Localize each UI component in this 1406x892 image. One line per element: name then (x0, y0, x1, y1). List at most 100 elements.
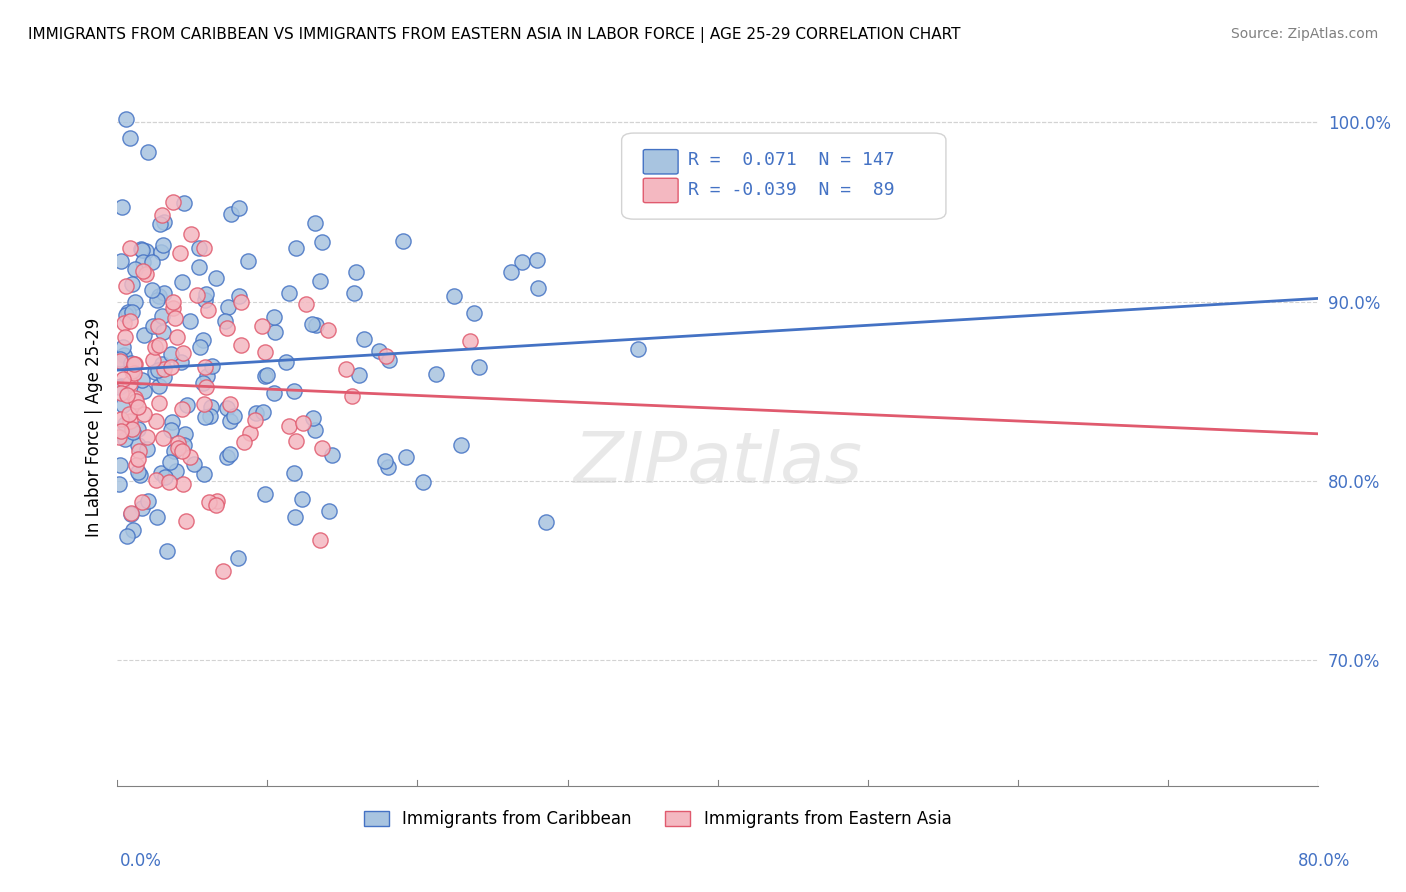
Immigrants from Eastern Asia (124, 357, 146, 371)
Immigrants from Eastern Asia (375, 349, 398, 363)
Immigrants from Eastern Asia (162, 294, 184, 309)
Immigrants from Caribbean (378, 353, 401, 368)
Immigrants from Caribbean (527, 280, 550, 294)
Immigrants from Eastern Asia (179, 450, 201, 464)
Immigrants from Eastern Asia (118, 414, 141, 428)
Immigrants from Caribbean (176, 398, 198, 412)
Immigrants from Caribbean (152, 325, 174, 339)
Immigrants from Caribbean (304, 423, 326, 437)
Immigrants from Caribbean (191, 334, 214, 348)
Immigrants from Eastern Asia (152, 362, 174, 376)
Immigrants from Caribbean (179, 313, 201, 327)
Immigrants from Eastern Asia (215, 321, 238, 335)
Immigrants from Caribbean (228, 201, 250, 215)
Immigrants from Caribbean (121, 425, 143, 439)
Immigrants from Eastern Asia (112, 316, 135, 330)
Immigrants from Caribbean (117, 305, 139, 319)
Immigrants from Caribbean (194, 293, 217, 308)
Immigrants from Eastern Asia (110, 424, 132, 438)
Immigrants from Eastern Asia (128, 444, 150, 458)
Immigrants from Caribbean (172, 275, 194, 289)
Immigrants from Caribbean (159, 455, 181, 469)
Immigrants from Eastern Asia (135, 267, 157, 281)
Text: 80.0%: 80.0% (1298, 852, 1350, 870)
Immigrants from Eastern Asia (284, 434, 307, 449)
Immigrants from Eastern Asia (292, 417, 315, 431)
Immigrants from Eastern Asia (253, 345, 276, 359)
Immigrants from Caribbean (526, 253, 548, 268)
Immigrants from Eastern Asia (127, 400, 149, 414)
Immigrants from Eastern Asia (193, 240, 215, 254)
Text: ZIPatlas: ZIPatlas (574, 428, 862, 498)
Immigrants from Caribbean (174, 426, 197, 441)
Immigrants from Caribbean (131, 244, 153, 258)
Immigrants from Caribbean (276, 354, 298, 368)
Immigrants from Caribbean (301, 318, 323, 332)
Immigrants from Caribbean (278, 285, 301, 300)
Immigrants from Caribbean (205, 271, 228, 285)
Immigrants from Eastern Asia (278, 419, 301, 434)
Immigrants from Caribbean (627, 342, 650, 356)
Immigrants from Caribbean (443, 289, 465, 303)
Immigrants from Caribbean (149, 467, 172, 481)
Immigrants from Eastern Asia (169, 246, 191, 260)
Immigrants from Caribbean (143, 365, 166, 379)
Immigrants from Eastern Asia (150, 208, 173, 222)
Immigrants from Eastern Asia (118, 407, 141, 421)
Immigrants from Caribbean (284, 510, 307, 524)
Immigrants from Caribbean (321, 448, 343, 462)
Immigrants from Caribbean (108, 458, 131, 473)
Text: R =  0.071  N = 147: R = 0.071 N = 147 (688, 152, 894, 169)
Immigrants from Caribbean (228, 289, 250, 303)
Immigrants from Caribbean (343, 286, 366, 301)
Immigrants from Caribbean (120, 356, 142, 370)
Immigrants from Caribbean (217, 300, 239, 314)
Y-axis label: In Labor Force | Age 25-29: In Labor Force | Age 25-29 (86, 318, 103, 537)
Immigrants from Caribbean (392, 234, 415, 248)
Immigrants from Caribbean (165, 464, 187, 478)
Text: IMMIGRANTS FROM CARIBBEAN VS IMMIGRANTS FROM EASTERN ASIA IN LABOR FORCE | AGE 2: IMMIGRANTS FROM CARIBBEAN VS IMMIGRANTS … (28, 27, 960, 43)
Immigrants from Eastern Asia (195, 380, 218, 394)
Immigrants from Caribbean (136, 442, 159, 457)
Immigrants from Caribbean (132, 255, 155, 269)
Immigrants from Caribbean (534, 516, 557, 530)
Immigrants from Caribbean (111, 200, 134, 214)
Immigrants from Eastern Asia (120, 506, 142, 520)
Immigrants from Eastern Asia (121, 364, 143, 378)
Immigrants from Caribbean (215, 401, 238, 415)
Immigrants from Eastern Asia (166, 330, 188, 344)
Immigrants from Caribbean (215, 450, 238, 464)
Immigrants from Eastern Asia (125, 458, 148, 473)
Immigrants from Caribbean (150, 357, 173, 371)
Immigrants from Caribbean (110, 379, 132, 393)
Immigrants from Eastern Asia (167, 441, 190, 455)
Immigrants from Caribbean (245, 406, 267, 420)
Immigrants from Eastern Asia (458, 334, 481, 349)
Immigrants from Caribbean (309, 273, 332, 287)
Immigrants from Caribbean (159, 424, 181, 438)
Immigrants from Caribbean (347, 368, 370, 383)
Immigrants from Eastern Asia (148, 338, 170, 352)
Immigrants from Eastern Asia (162, 194, 184, 209)
Immigrants from Caribbean (256, 368, 278, 382)
Immigrants from Caribbean (311, 235, 333, 250)
Immigrants from Caribbean (173, 437, 195, 451)
Immigrants from Caribbean (191, 376, 214, 391)
Immigrants from Eastern Asia (122, 366, 145, 380)
Immigrants from Caribbean (118, 131, 141, 145)
Immigrants from Caribbean (263, 386, 285, 401)
Immigrants from Caribbean (218, 414, 240, 428)
Immigrants from Eastern Asia (111, 372, 134, 386)
Immigrants from Eastern Asia (121, 422, 143, 436)
Immigrants from Caribbean (136, 145, 159, 159)
Immigrants from Eastern Asia (120, 376, 142, 390)
Immigrants from Eastern Asia (146, 318, 169, 333)
Immigrants from Eastern Asia (107, 430, 129, 444)
Immigrants from Caribbean (188, 260, 211, 274)
Immigrants from Caribbean (219, 447, 242, 461)
Immigrants from Eastern Asia (311, 442, 333, 456)
Immigrants from Eastern Asia (294, 296, 316, 310)
Immigrants from Caribbean (138, 493, 160, 508)
Immigrants from Caribbean (188, 340, 211, 354)
Immigrants from Caribbean (467, 359, 489, 374)
